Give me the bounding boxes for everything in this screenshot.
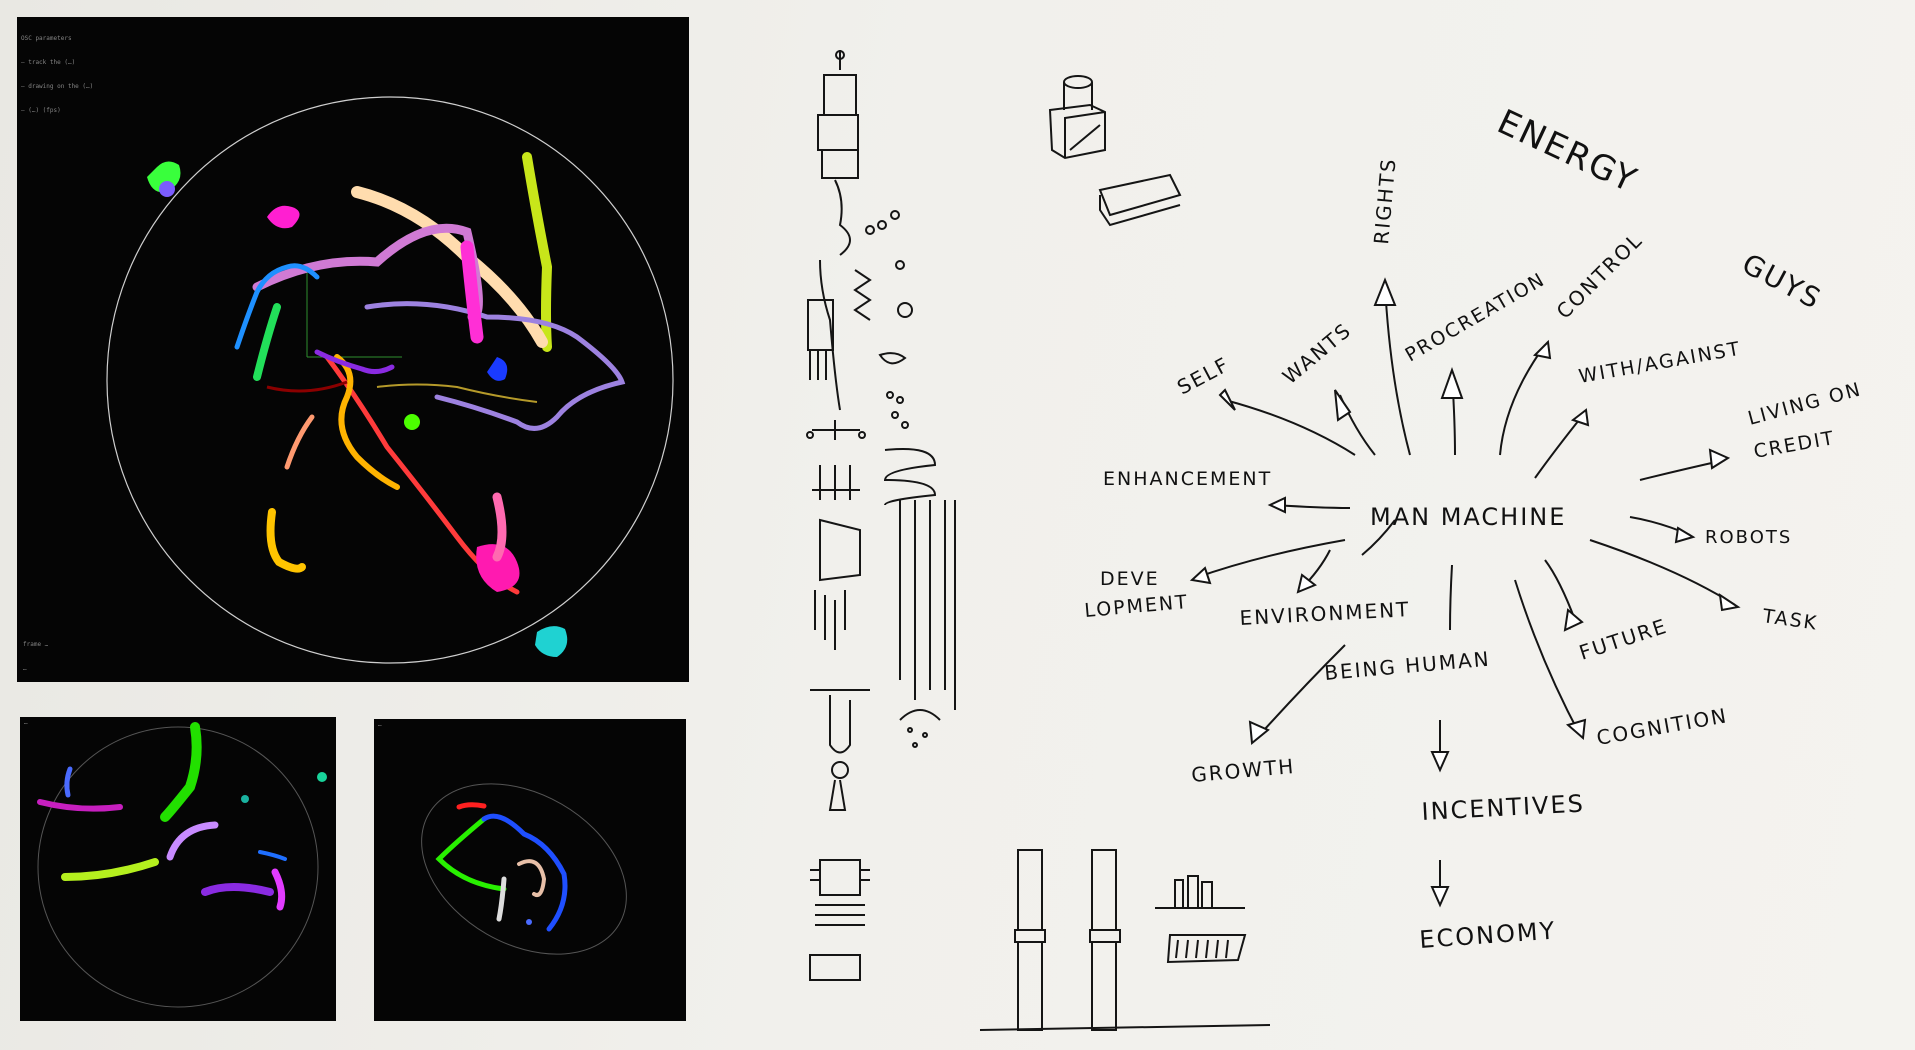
concept-growth: GROWTH xyxy=(1190,754,1296,787)
debug-line: — track the (…) xyxy=(21,59,76,66)
trail xyxy=(376,383,538,403)
building-drawings xyxy=(979,849,1271,1031)
trail xyxy=(456,802,487,810)
trail xyxy=(284,414,315,470)
concept-procreation: PROCREATION xyxy=(1402,268,1550,366)
trail xyxy=(266,508,306,573)
debug-footer: frame … … … … … … xyxy=(23,625,48,682)
debug-header: … xyxy=(378,721,382,729)
boundary-circle xyxy=(106,96,674,664)
debug-line: — drawing on the (…) xyxy=(21,83,94,90)
object-drawings xyxy=(1048,75,1182,227)
concept-deve: DEVE xyxy=(1100,568,1160,590)
trail xyxy=(64,766,73,798)
concept-environment: ENVIRONMENT xyxy=(1239,597,1411,630)
concept-cognition: COGNITION xyxy=(1595,703,1730,750)
debug-line: OSC parameters xyxy=(21,35,72,42)
trail xyxy=(492,492,507,562)
debug-line: — (…) (fps) xyxy=(21,107,61,114)
center-label: MAN MACHINE xyxy=(1370,503,1566,531)
trail-canvas-small-right xyxy=(421,783,627,955)
trail xyxy=(481,813,568,932)
concept-with-against: WITH/AGAINST xyxy=(1577,338,1743,388)
trail xyxy=(460,240,484,344)
trail-canvas-small-left xyxy=(37,722,327,1008)
trail-blob xyxy=(404,414,420,430)
trail xyxy=(271,868,286,911)
visualization-panel-small-right: … xyxy=(374,719,686,1021)
trail xyxy=(37,799,123,812)
debug-header: OSC parameters — track the (…) — drawing… xyxy=(21,19,93,131)
trail xyxy=(234,263,320,350)
arrow-heads xyxy=(1189,277,1741,908)
concept-future: FUTURE xyxy=(1576,614,1670,665)
trail-blob xyxy=(487,357,508,381)
boundary-circle xyxy=(37,726,319,1008)
trail xyxy=(166,821,219,861)
trail-blob xyxy=(241,795,249,803)
trail xyxy=(253,303,281,381)
trail xyxy=(517,859,547,897)
machine-drawings xyxy=(806,50,956,981)
concept-incentives: INCENTIVES xyxy=(1421,789,1586,826)
concept-task: TASK xyxy=(1760,605,1819,635)
trail xyxy=(334,354,400,490)
debug-line: … xyxy=(23,665,27,672)
concept-control: CONTROL xyxy=(1552,228,1648,324)
trail xyxy=(160,722,202,822)
title-guys: GUYS xyxy=(1737,247,1828,316)
trail-blob xyxy=(267,205,300,229)
trail xyxy=(496,876,507,922)
trail xyxy=(314,349,395,375)
visualization-panel-small-left: … xyxy=(20,717,336,1021)
trail-blob xyxy=(526,919,532,925)
concept-living-on: LIVING ON xyxy=(1746,378,1865,430)
trail-blob xyxy=(159,181,175,197)
debug-line: frame … xyxy=(23,641,49,648)
debug-line: … xyxy=(24,719,28,726)
title-energy: ENERGY xyxy=(1491,102,1643,201)
trail-blob xyxy=(317,772,327,782)
concept-enhancement: ENHANCEMENT xyxy=(1103,468,1272,490)
boundary-ellipse xyxy=(421,783,627,955)
trail xyxy=(201,883,274,896)
debug-line: … xyxy=(378,721,382,728)
trail xyxy=(61,858,159,881)
concept-credit: CREDIT xyxy=(1752,427,1837,463)
concept-rights: RIGHTS xyxy=(1369,156,1401,245)
concept-being-human: BEING HUMAN xyxy=(1323,647,1491,685)
trail-blob xyxy=(476,544,520,592)
concept-lopment: LOPMENT xyxy=(1084,591,1190,622)
trail-canvas-main xyxy=(106,96,674,664)
concept-economy: ECONOMY xyxy=(1418,916,1557,953)
trail xyxy=(435,816,507,892)
concept-robots: ROBOTS xyxy=(1705,527,1792,548)
trail xyxy=(266,380,348,393)
trail xyxy=(258,850,287,861)
concept-wants: WANTS xyxy=(1278,318,1356,389)
trail-blob xyxy=(535,626,568,657)
visualization-panel-main: OSC parameters — track the (…) — drawing… xyxy=(17,17,689,682)
debug-header: … xyxy=(24,719,28,727)
